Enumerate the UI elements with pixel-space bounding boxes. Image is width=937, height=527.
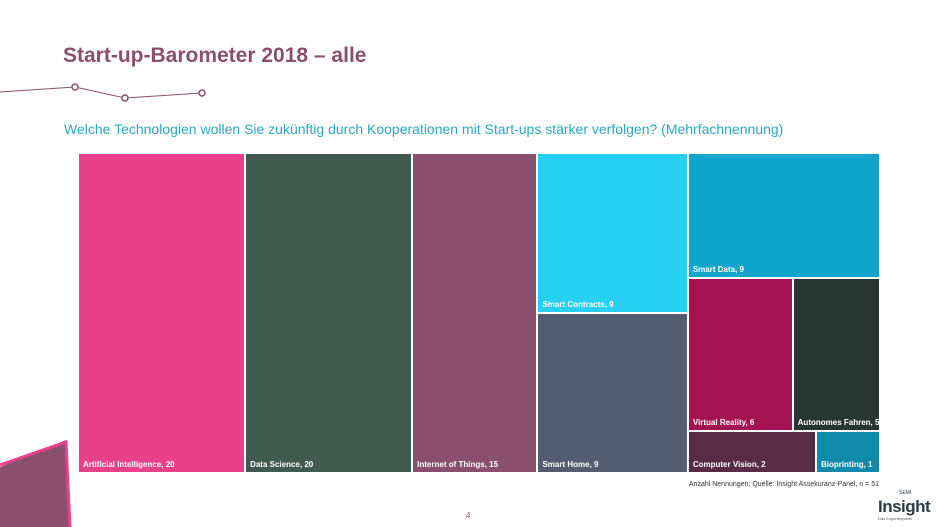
treemap-tile-artificial-intelligence: Artificial Intelligence, 20 <box>79 154 245 472</box>
treemap-tile-label: Virtual Reality, 6 <box>692 418 755 428</box>
logo-name: Insight <box>878 497 931 516</box>
treemap-tile-computer-vision: Computer Vision, 2 <box>688 432 815 472</box>
treemap-tile-label: Smart Data, 9 <box>692 265 744 275</box>
treemap-tile-virtual-reality: Virtual Reality, 6 <box>688 279 792 431</box>
decorative-line <box>0 83 206 102</box>
treemap-tile-internet-of-things: Internet of Things, 15 <box>413 154 537 472</box>
chart-subtitle: Welche Technologien wollen Sie zukünftig… <box>64 121 784 137</box>
page-title: Start-up-Barometer 2018 – alle <box>63 44 367 67</box>
treemap-tile-label: Smart Contracts, 9 <box>542 300 614 309</box>
treemap-tile-smart-data: Smart Data, 9 <box>688 154 879 278</box>
logo-mark: SEMI <box>899 490 912 496</box>
treemap-tile-bioprinting: Bioprinting, 1 <box>816 432 879 472</box>
treemap-tile-label: Computer Vision, 2 <box>692 459 766 469</box>
treemap-tile-label: Autonomes Fahren, 5 <box>797 418 879 428</box>
treemap-tile-autonomes-fahren: Autonomes Fahren, 5 <box>793 279 879 431</box>
treemap-tile-smart-contracts: Smart Contracts, 9 <box>538 154 687 312</box>
logo-tagline: Das Expertenpanel <box>878 516 913 521</box>
treemap-tile-label: Bioprinting, 1 <box>820 459 873 469</box>
treemap-chart: Artificial Intelligence, 20 Data Science,… <box>78 153 880 473</box>
treemap-tile-label: Internet of Things, 15 <box>417 460 499 469</box>
corner-decoration <box>0 440 72 527</box>
treemap-tile-label: Smart Home, 9 <box>542 460 599 469</box>
treemap-tile-label: Data Science, 20 <box>250 460 314 469</box>
treemap-tile-data-science: Data Science, 20 <box>246 154 412 472</box>
page-number: 4 <box>466 511 471 520</box>
treemap-tile-smart-home: Smart Home, 9 <box>538 314 687 472</box>
source-note: Anzahl Nennungen; Quelle: Insight Asseku… <box>688 481 879 488</box>
treemap-tile-label: Artificial Intelligence, 20 <box>83 460 175 469</box>
